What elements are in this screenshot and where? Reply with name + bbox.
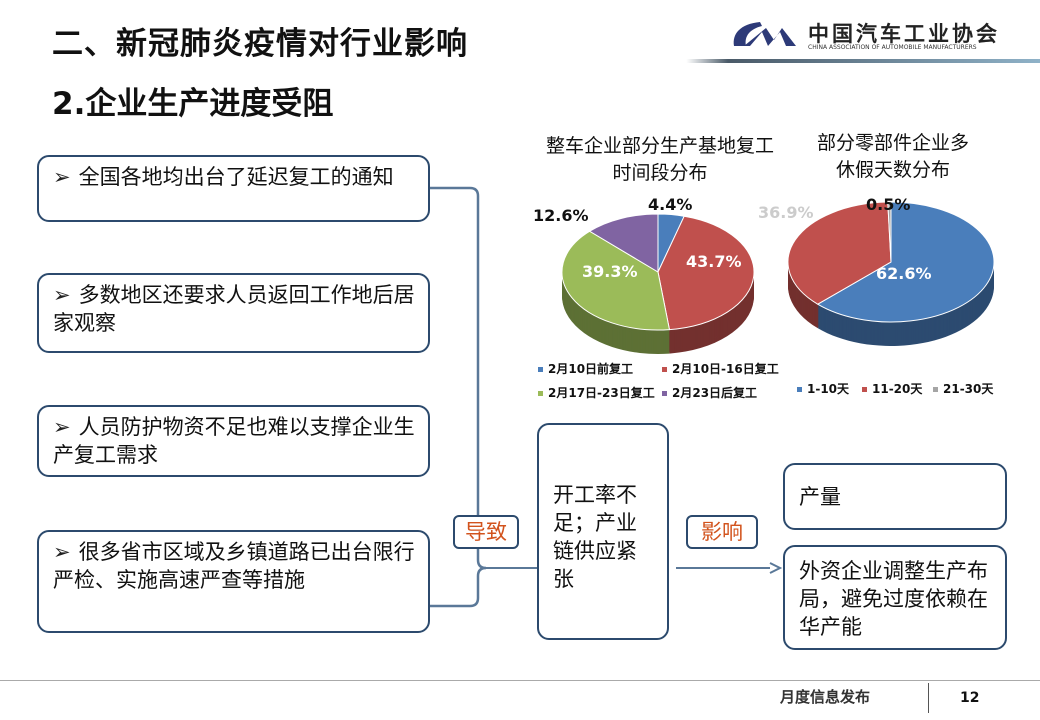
arrow-head-icon [769, 562, 783, 574]
pie2-slice-2 [887, 201, 892, 263]
page-title: 二、新冠肺炎疫情对行业影响 [52, 26, 468, 62]
cause-text: 全国各地均出台了延迟复工的通知 [78, 165, 394, 189]
footer-separator [928, 683, 929, 713]
arrow-bullet-icon: ➢ [53, 283, 71, 307]
header-divider [0, 59, 1040, 63]
result-box: 开工率不足；产业链供应紧张 [537, 423, 669, 640]
impact-label: 影响 [686, 515, 758, 549]
lead-to-label: 导致 [453, 515, 519, 549]
cause-box-1: ➢ 全国各地均出台了延迟复工的通知 [37, 155, 430, 222]
cause-box-3: ➢ 人员防护物资不足也难以支撑企业生产复工需求 [37, 405, 430, 477]
data-label: 36.9% [758, 203, 814, 222]
pie2-slice-1 [787, 201, 892, 305]
footer-text: 月度信息发布 [780, 688, 871, 706]
logo-cn: 中国汽车工业协会 [808, 22, 1000, 46]
legend-item: 2月17日-23日复工 [538, 384, 655, 401]
effect-box-2: 外资企业调整生产布局，避免过度依赖在华产能 [783, 545, 1007, 650]
cause-text: 多数地区还要求人员返回工作地后居家观察 [53, 283, 415, 335]
cause-box-2: ➢ 多数地区还要求人员返回工作地后居家观察 [37, 273, 430, 353]
data-label: 4.4% [648, 195, 693, 214]
effect-box-1: 产量 [783, 463, 1007, 530]
cause-box-4: ➢ 很多省市区域及乡镇道路已出台限行严检、实施高速严查等措施 [37, 530, 430, 633]
legend-item: 2月10日-16日复工 [662, 360, 779, 377]
data-label: 43.7% [686, 252, 742, 271]
footer-divider [0, 680, 1040, 681]
page-number: 12 [960, 690, 980, 706]
pie1-slice-2 [561, 230, 671, 331]
legend-item: 11-20天 [862, 380, 922, 397]
data-label: 12.6% [533, 206, 589, 225]
arrow-bullet-icon: ➢ [53, 165, 71, 189]
data-label: 39.3% [582, 262, 638, 281]
arrow-bullet-icon: ➢ [53, 540, 71, 564]
legend-item: 1-10天 [797, 380, 849, 397]
pie1-slice-3 [588, 213, 659, 273]
legend-item: 2月23日后复工 [662, 384, 757, 401]
legend-item: 21-30天 [933, 380, 993, 397]
caam-logo-icon [733, 22, 796, 46]
section-subtitle: 2.企业生产进度受阻 [52, 86, 334, 122]
chart1-title: 整车企业部分生产基地复工时间段分布 [545, 135, 774, 184]
data-label: 0.5% [866, 195, 911, 214]
data-label: 62.6% [876, 264, 932, 283]
chart2-title: 部分零部件企业多休假天数分布 [816, 132, 969, 181]
legend-item: 2月10日前复工 [538, 360, 633, 377]
cause-text: 很多省市区域及乡镇道路已出台限行严检、实施高速严查等措施 [53, 540, 415, 592]
pie2-slice-0 [816, 201, 995, 323]
logo-en: CHINA ASSOCIATION OF AUTOMOBILE MANUFACT… [808, 44, 977, 51]
logo: 中国汽车工业协会 CHINA ASSOCIATION OF AUTOMOBILE… [730, 18, 1010, 52]
cause-text: 人员防护物资不足也难以支撑企业生产复工需求 [53, 415, 415, 467]
pie1-slice-1 [657, 215, 755, 331]
arrow-bullet-icon: ➢ [53, 415, 71, 439]
